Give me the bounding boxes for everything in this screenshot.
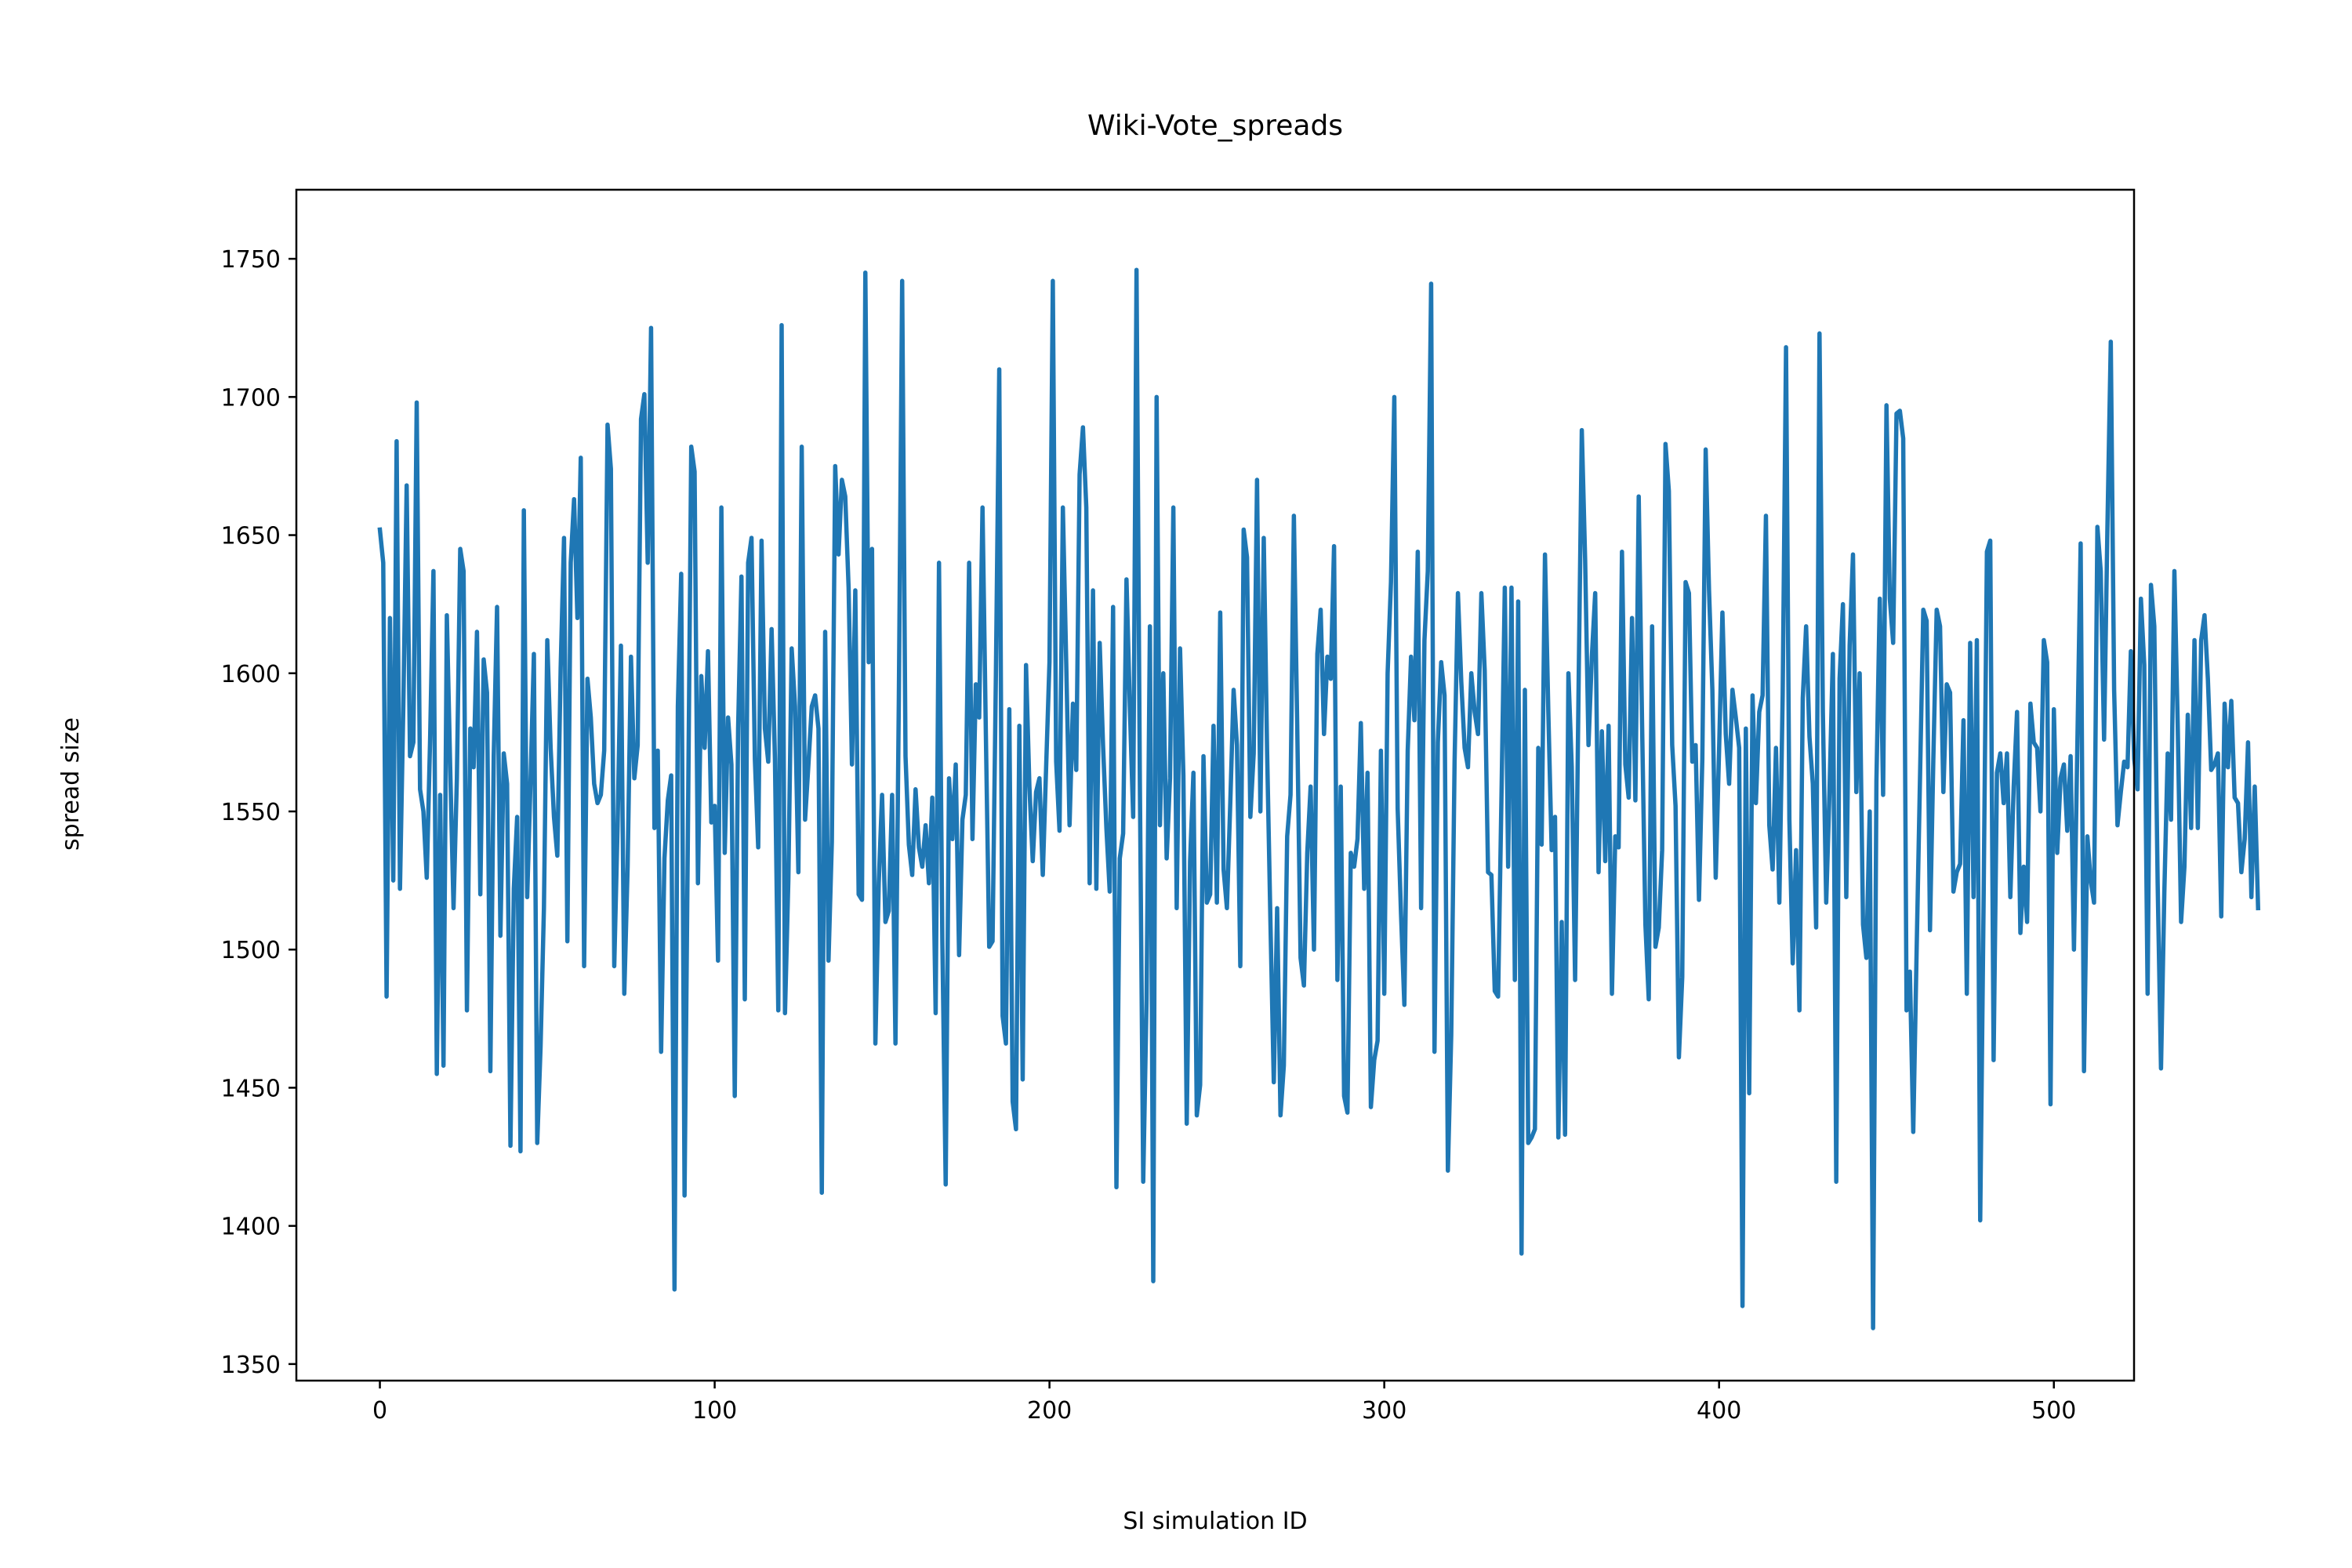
y-tick-label: 1450 <box>221 1075 281 1102</box>
y-tick-label: 1600 <box>221 661 281 688</box>
x-axis-label: SI simulation ID <box>1123 1508 1307 1535</box>
x-tick-label: 300 <box>1362 1397 1406 1425</box>
chart-title: Wiki-Vote_spreads <box>1087 110 1343 142</box>
y-tick-label: 1650 <box>221 523 281 550</box>
plot-frame <box>295 188 2136 1382</box>
x-tick-label: 200 <box>1027 1397 1072 1425</box>
axes-layer: 0 100 200 300 400 500 1350 1400 1450 1500 1550 1600… <box>221 246 2077 1425</box>
y-tick-label: 1550 <box>221 799 281 826</box>
y-tick-label: 1500 <box>221 937 281 964</box>
plot-layer <box>377 267 2261 1330</box>
x-tick-label: 500 <box>2031 1397 2076 1425</box>
x-tick-label: 0 <box>372 1397 387 1425</box>
x-tick-label: 400 <box>1697 1397 1741 1425</box>
y-tick-label: 1350 <box>221 1352 281 1379</box>
y-tick-label: 1400 <box>221 1214 281 1241</box>
x-tick-label: 100 <box>692 1397 737 1425</box>
y-tick-label: 1750 <box>221 246 281 274</box>
series-line <box>377 267 2261 1330</box>
y-tick-label: 1700 <box>221 384 281 412</box>
y-axis-label: spread size <box>57 717 85 851</box>
